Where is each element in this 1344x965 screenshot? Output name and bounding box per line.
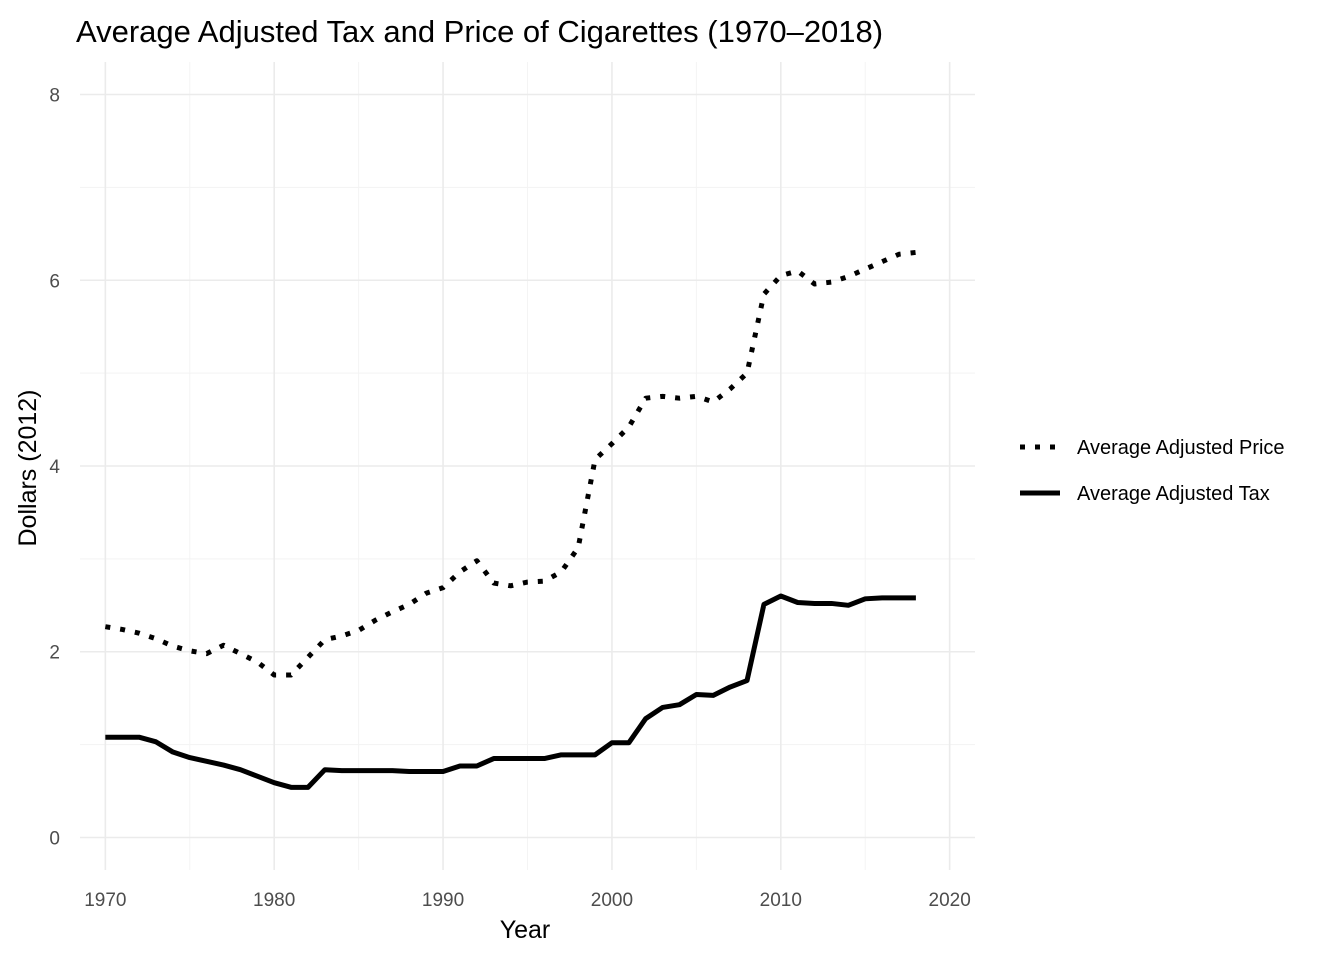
series-line-average-adjusted-price (104, 249, 917, 678)
x-tick-label: 2000 (591, 890, 633, 911)
x-tick-label: 2020 (929, 890, 971, 911)
y-tick-label: 4 (49, 457, 60, 478)
x-tick-label: 1970 (84, 890, 126, 911)
legend-label: Average Adjusted Tax (1077, 483, 1270, 505)
y-tick-label: 6 (49, 271, 60, 292)
legend-label: Average Adjusted Price (1077, 437, 1285, 459)
x-tick-label: 2010 (760, 890, 802, 911)
x-axis-ticks: 1970 1980 1990 2000 2010 2020 (84, 890, 971, 911)
x-tick-label: 1980 (253, 890, 295, 911)
legend: Average Adjusted Price Average Adjusted T… (1020, 437, 1285, 505)
y-tick-label: 0 (49, 828, 60, 849)
y-axis-ticks: 0 2 4 6 8 (49, 86, 60, 850)
chart-title: Average Adjusted Tax and Price of Cigare… (76, 14, 883, 49)
y-tick-label: 2 (49, 643, 60, 664)
series-line-average-adjusted-tax (105, 593, 916, 790)
series-lines (104, 249, 917, 790)
y-axis-title: Dollars (2012) (14, 389, 42, 546)
x-axis-title: Year (500, 916, 551, 944)
gridlines (80, 62, 975, 870)
y-tick-label: 8 (49, 86, 60, 107)
x-tick-label: 1990 (422, 890, 464, 911)
